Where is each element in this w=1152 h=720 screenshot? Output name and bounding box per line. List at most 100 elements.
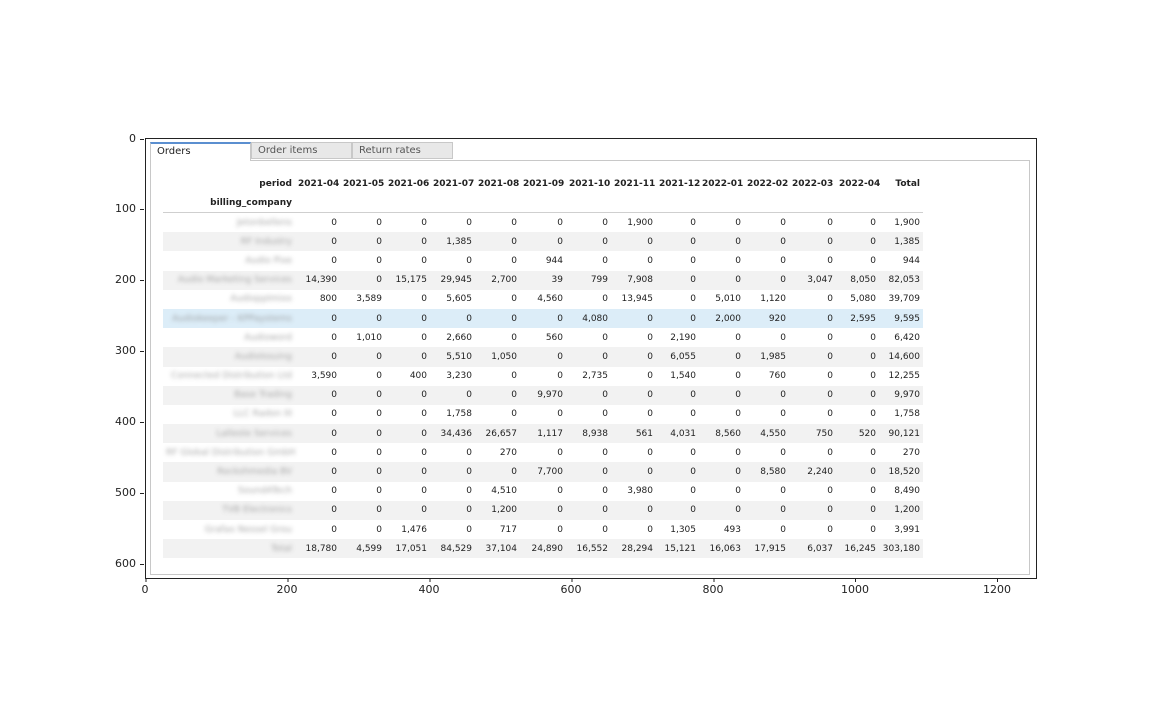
table-cell: 1,385 [879,232,923,252]
table-row: Jetonbellens 0 0 0 0 0 0 0 1,900 0 0 0 0 0 1,900 [163,213,923,233]
table-cell: 7,700 [520,462,566,482]
column-header-spacer [744,193,789,213]
table-cell: 799 [566,270,611,290]
table-cell: 0 [421,409,427,420]
table-cell: 0 [827,217,833,228]
column-header: 2022-03 [792,178,834,189]
table-cell: 0 [870,371,876,382]
table-cell: 0 [602,332,608,343]
table-cell: 0 [780,486,786,497]
table-cell: 0 [566,500,611,520]
table-row: RF Industry 0 0 0 1,385 0 0 0 0 0 0 0 0 0 1,385 [163,232,923,252]
table-cell: 0 [385,500,430,520]
column-header: 2021-11 [614,178,656,189]
table-cell: 0 [611,308,656,329]
y-tick: 500 [115,486,144,499]
table-cell: 0 [870,255,876,266]
table-cell: 0 [827,409,833,420]
table-row: LLC Radon III 0 0 0 1,758 0 0 0 0 0 0 0 0 0 1,758 [163,405,923,424]
company-name-redacted: RF Global Distribution GmbH [166,447,296,458]
table-cell: 0 [780,332,786,343]
y-tick: 400 [115,415,144,428]
table-cell: 9,595 [879,308,923,329]
table-cell: 1,985 [744,347,789,367]
table-cell: 0 [699,462,744,482]
table-cell: 39 [520,270,566,290]
table-cell: 0 [295,347,340,367]
table-cell: 8,050 [836,270,879,290]
table-cell: 0 [295,385,340,405]
table-cell: 0 [836,347,879,367]
table-cell: 12,255 [888,371,921,382]
table-cell: 0 [780,255,786,266]
tab-order-items[interactable]: Order items [251,142,352,159]
table-cell: 2,000 [699,308,744,329]
table-cell: 944 [902,255,920,266]
column-header-spacer [656,193,699,213]
table-cell: 0 [611,500,656,520]
column-header-spacer [520,193,566,213]
table-cell: 0 [466,524,472,535]
row-label: Base Trading [163,385,295,405]
table-cell: 0 [331,332,337,343]
index-header-row: billing_company [163,193,923,213]
table-cell: 0 [331,524,337,535]
table-row: Base Trading 0 0 0 0 0 9,970 0 0 0 0 0 0 0 9,970 [163,385,923,405]
table-cell: 0 [690,217,696,228]
table-row: TVB Electronics 0 0 0 0 1,200 0 0 0 0 0 0 0 0 1,200 [163,500,923,520]
table-cell: 16,552 [566,539,611,559]
x-tick: 600 [560,578,582,596]
table-cell: 0 [870,409,876,420]
table-cell: 1,200 [879,500,923,520]
table-cell: 0 [789,308,836,329]
table-cell: 0 [511,409,517,420]
row-label: TVB Electronics [163,500,295,520]
company-name-redacted: Audioword [244,332,292,343]
table-cell: 9,970 [879,385,923,405]
table-cell: 0 [735,371,741,382]
table-cell: 0 [376,524,382,535]
orders-table: period 2021-04 2021-05 2021-06 2021-07 2021-… [163,174,923,559]
table-cell: 1,385 [430,232,475,252]
y-tick: 300 [115,344,144,357]
table-cell: 15,175 [385,270,430,290]
table-cell: 0 [376,409,382,420]
company-name-redacted: Grafax Nessel Grou [204,524,292,535]
table-cell: 0 [475,462,520,482]
table-cell: 1,540 [670,371,696,382]
table-cell: 84,529 [430,539,475,559]
table-row: Audiokeeper - KPPaystems 0 0 0 0 0 0 4,080 0 0 2,0… [163,308,923,329]
table-cell: 0 [385,462,430,482]
table-row: SoundATech 0 0 0 0 4,510 0 0 3,980 0 0 0 0 0 8,490 [163,482,923,501]
column-header-spacer [295,193,340,213]
table-cell: 0 [735,409,741,420]
table-cell: 270 [499,447,517,458]
table-cell: 0 [780,217,786,228]
row-label: Audio Marketing Services [163,270,295,290]
table-cell: 3,991 [894,524,920,535]
table-cell: 0 [789,232,836,252]
table-cell: 0 [836,385,879,405]
table-cell: 0 [744,500,789,520]
table-cell: 0 [870,447,876,458]
table-cell: 0 [331,409,337,420]
row-label: AudioIssuing [163,347,295,367]
column-header-spacer [385,193,430,213]
table-cell: 3,980 [627,486,653,497]
tab-orders[interactable]: Orders [150,142,251,161]
table-cell: 2,190 [670,332,696,343]
table-cell: 6,055 [656,347,699,367]
table-cell: 0 [340,270,385,290]
x-tick: 1000 [841,578,869,596]
table-cell: 15,121 [656,539,699,559]
table-cell: 0 [557,409,563,420]
table-cell: 0 [566,347,611,367]
table-cell: 17,915 [744,539,789,559]
table-cell: 303,180 [879,539,923,559]
table-cell: 0 [744,385,789,405]
table-cell: 1,117 [520,424,566,444]
company-name-redacted: Base Trading [234,390,292,401]
tab-bar: Orders Order items Return rates [150,142,453,161]
tab-return-rates[interactable]: Return rates [352,142,453,159]
table-cell: 0 [647,524,653,535]
